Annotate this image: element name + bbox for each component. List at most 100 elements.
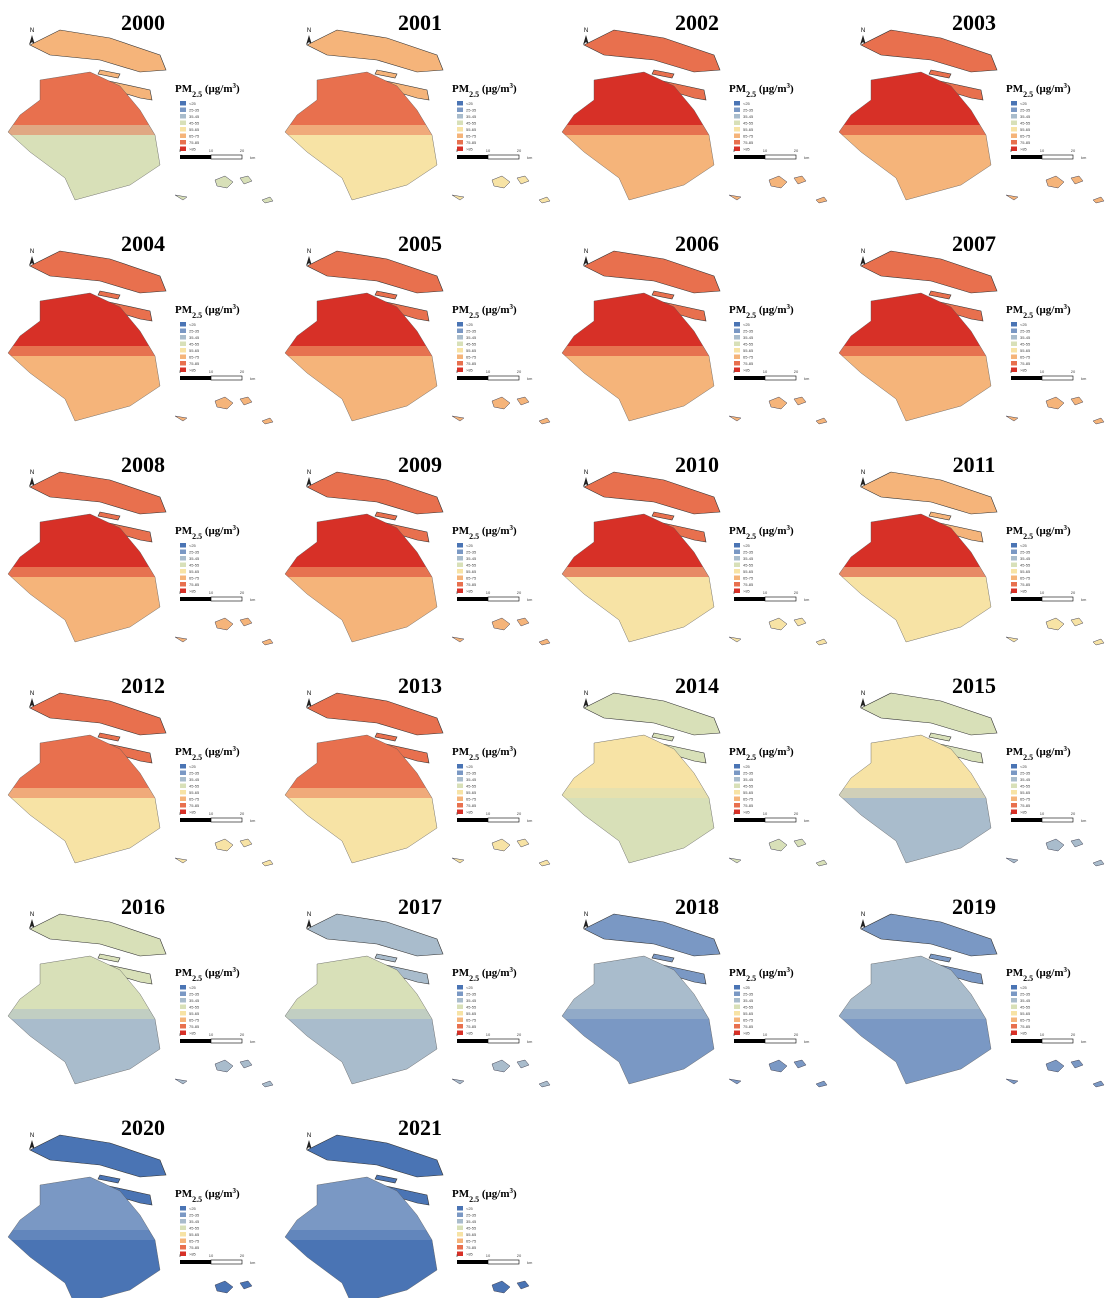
scale-unit: km: [250, 1039, 256, 1044]
legend-swatch: [457, 1213, 463, 1218]
legend-swatch: [734, 329, 740, 334]
legend-swatch: [734, 1024, 740, 1029]
legend-label: 75-85: [189, 361, 200, 366]
legend-label: 75-85: [1020, 361, 1031, 366]
legend-title-part: PM: [729, 83, 747, 95]
legend-title-part: 2.5: [469, 532, 479, 541]
north-label: N: [861, 470, 865, 476]
year-title: 2006: [675, 231, 719, 256]
transition-zone: [831, 567, 1011, 587]
legend-swatch: [734, 355, 740, 360]
island-region: [861, 251, 997, 293]
legend-swatch: [457, 1219, 463, 1224]
map-panel: 2015NPM2.5 (μg/m3)<2525-3535-4545-5555-6…: [831, 673, 1104, 878]
scale-bar-dark: [1011, 597, 1042, 601]
legend-label: 65-75: [743, 134, 754, 139]
legend-swatch: [1011, 329, 1017, 334]
south-zone: [277, 356, 457, 436]
legend-swatch: [1011, 114, 1017, 119]
north-label: N: [307, 912, 311, 918]
outlying-islands: [452, 176, 550, 203]
legend-label: 35-45: [189, 998, 200, 1003]
legend-title: PM2.5 (μg/m3): [175, 303, 240, 320]
legend-label: 25-35: [189, 1213, 200, 1218]
legend-label: <25: [743, 322, 751, 327]
legend-title: PM2.5 (μg/m3): [175, 966, 240, 983]
scale-unit: km: [804, 818, 810, 823]
south-zone: [0, 577, 180, 657]
island-region: [307, 914, 443, 956]
legend-swatch: [457, 1005, 463, 1010]
legend-label: 35-45: [189, 335, 200, 340]
scale-bar-light: [1042, 376, 1073, 380]
legend-title-part: (μg/m: [756, 746, 786, 758]
island-region: [584, 914, 720, 956]
legend-swatch: [734, 790, 740, 795]
scale-tick: 10: [209, 590, 214, 595]
legend-swatch: [180, 998, 186, 1003]
legend-swatch: [1011, 784, 1017, 789]
legend-label: 45-55: [1020, 563, 1031, 568]
legend-swatch: [457, 134, 463, 139]
mainland: [554, 723, 734, 878]
legend-swatch: [457, 342, 463, 347]
scale-unit: km: [250, 155, 256, 160]
outlying-islands: [452, 397, 550, 424]
legend-swatch: [180, 569, 186, 574]
south-zone: [277, 577, 457, 657]
south-zone: [831, 1019, 1011, 1099]
legend-swatch: [1011, 134, 1017, 139]
scale-tick: 10: [209, 369, 214, 374]
legend-swatch: [180, 1226, 186, 1231]
scale-bar-light: [488, 597, 519, 601]
legend-swatch: [457, 329, 463, 334]
legend-swatch: [180, 1213, 186, 1218]
legend-title: PM2.5 (μg/m3): [1006, 303, 1071, 320]
legend-title-part: 2.5: [746, 532, 756, 541]
legend-label: >85: [466, 1252, 474, 1257]
legend-swatch: [180, 790, 186, 795]
legend-label: 65-75: [466, 797, 477, 802]
legend-swatch: [734, 764, 740, 769]
legend-swatch: [457, 784, 463, 789]
legend-swatch: [180, 1011, 186, 1016]
legend-label: 55-65: [743, 127, 754, 132]
legend-swatch: [1011, 582, 1017, 587]
legend-title-part: ): [1067, 304, 1071, 316]
outlying-islands: [729, 176, 827, 203]
scale-unit: km: [1081, 376, 1087, 381]
legend-label: 55-65: [743, 1011, 754, 1016]
legend-label: <25: [466, 543, 474, 548]
legend-swatch: [180, 329, 186, 334]
scale-unit: km: [1081, 597, 1087, 602]
legend-label: >85: [743, 368, 751, 373]
legend-title-part: 2.5: [1023, 532, 1033, 541]
legend-title-part: 2.5: [192, 90, 202, 99]
scale-unit: km: [804, 1039, 810, 1044]
legend-label: <25: [466, 764, 474, 769]
legend-label: 25-35: [466, 992, 477, 997]
legend-swatch: [1011, 576, 1017, 581]
legend-swatch: [734, 114, 740, 119]
mainland: [277, 944, 457, 1099]
legend-label: <25: [466, 322, 474, 327]
mainland: [277, 502, 457, 657]
legend-label: 45-55: [743, 1005, 754, 1010]
legend-swatch: [734, 108, 740, 113]
legend-title-part: ): [236, 304, 240, 316]
legend-label: 25-35: [1020, 329, 1031, 334]
legend-label: 25-35: [743, 550, 754, 555]
scale-tick: 10: [209, 811, 214, 816]
legend-title-part: ): [513, 967, 517, 979]
legend-swatch: [1011, 777, 1017, 782]
south-zone: [554, 798, 734, 878]
legend-swatch: [180, 992, 186, 997]
island-region: [861, 30, 997, 72]
legend-label: 65-75: [1020, 1018, 1031, 1023]
south-zone: [0, 135, 180, 215]
south-zone: [277, 135, 457, 215]
legend-label: 45-55: [189, 1005, 200, 1010]
scale-bar-dark: [1011, 376, 1042, 380]
scale-bar-light: [488, 1039, 519, 1043]
legend-swatch: [734, 563, 740, 568]
